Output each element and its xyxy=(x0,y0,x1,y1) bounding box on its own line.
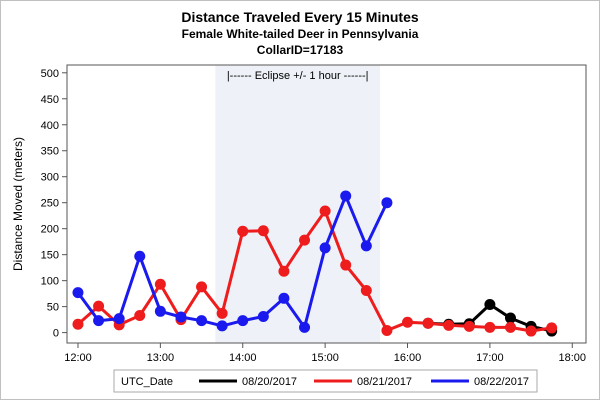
data-point xyxy=(546,322,558,334)
data-point xyxy=(113,313,125,325)
x-tick-label: 14:00 xyxy=(229,352,257,364)
y-axis: 0 50 100 150 200 250 300 350 400 450 500 xyxy=(41,68,67,340)
series-3 xyxy=(72,190,393,333)
y-tick-label: 500 xyxy=(41,68,59,80)
y-tick-label: 200 xyxy=(41,224,59,236)
data-point xyxy=(484,321,496,333)
x-tick-label: 18:00 xyxy=(559,352,587,364)
data-point xyxy=(93,300,105,312)
data-point xyxy=(134,250,146,262)
legend-label: 08/21/2017 xyxy=(357,376,412,388)
data-point xyxy=(257,310,269,322)
eclipse-shaded-band xyxy=(215,65,381,343)
data-point xyxy=(278,265,290,277)
data-point xyxy=(196,281,208,293)
data-point xyxy=(299,234,311,246)
data-point xyxy=(237,315,249,327)
data-point xyxy=(72,287,84,299)
y-tick-label: 300 xyxy=(41,172,59,184)
legend-label: 08/20/2017 xyxy=(242,376,297,388)
series-layer xyxy=(72,190,558,337)
data-point xyxy=(319,205,331,217)
data-point xyxy=(237,225,249,237)
chart-title: Distance Traveled Every 15 Minutes xyxy=(181,9,419,25)
y-tick-label: 400 xyxy=(41,120,59,132)
data-point xyxy=(299,321,311,333)
legend-title: UTC_Date xyxy=(121,376,173,388)
data-point xyxy=(154,305,166,317)
data-point xyxy=(402,316,414,328)
chart-subtitle: Female White-tailed Deer in Pennsylvania xyxy=(182,27,419,41)
y-tick-label: 350 xyxy=(41,146,59,158)
data-point xyxy=(381,197,393,209)
data-point xyxy=(443,319,455,331)
y-tick-label: 450 xyxy=(41,94,59,106)
data-point xyxy=(175,311,187,323)
data-point xyxy=(72,318,84,330)
data-point xyxy=(154,278,166,290)
data-point xyxy=(504,321,516,333)
x-tick-label: 13:00 xyxy=(147,352,175,364)
data-point xyxy=(319,242,331,254)
data-point xyxy=(360,285,372,297)
eclipse-annotation: |------ Eclipse +/- 1 hour ------| xyxy=(227,70,369,82)
data-point xyxy=(278,292,290,304)
chart-subtitle-collar: CollarID=17183 xyxy=(257,43,344,57)
x-tick-label: 15:00 xyxy=(311,352,339,364)
y-tick-label: 50 xyxy=(47,302,59,314)
y-tick-label: 150 xyxy=(41,250,59,262)
data-point xyxy=(93,315,105,327)
x-tick-label: 16:00 xyxy=(394,352,422,364)
y-tick-label: 250 xyxy=(41,198,59,210)
data-point xyxy=(216,320,228,332)
data-point xyxy=(504,312,516,324)
y-tick-label: 0 xyxy=(53,328,59,340)
legend: UTC_Date 08/20/2017 08/21/2017 08/22/2017 xyxy=(113,369,538,393)
data-point xyxy=(196,315,208,327)
data-point xyxy=(463,320,475,332)
data-point xyxy=(484,299,496,311)
x-axis: 12:00 13:00 14:00 15:00 16:00 17:00 18:00 xyxy=(64,343,586,364)
data-point xyxy=(134,309,146,321)
legend-label: 08/22/2017 xyxy=(474,376,529,388)
data-point xyxy=(360,240,372,252)
data-point xyxy=(340,259,352,271)
y-tick-label: 100 xyxy=(41,276,59,288)
x-tick-label: 12:00 xyxy=(64,352,92,364)
plot-frame xyxy=(66,64,587,344)
data-point xyxy=(381,325,393,337)
x-tick-label: 17:00 xyxy=(476,352,504,364)
data-point xyxy=(525,325,537,337)
data-point xyxy=(340,190,352,202)
data-point xyxy=(422,317,434,329)
data-point xyxy=(257,225,269,237)
data-point xyxy=(216,307,228,319)
y-axis-label: Distance Moved (meters) xyxy=(11,137,25,271)
series-line xyxy=(76,194,389,329)
